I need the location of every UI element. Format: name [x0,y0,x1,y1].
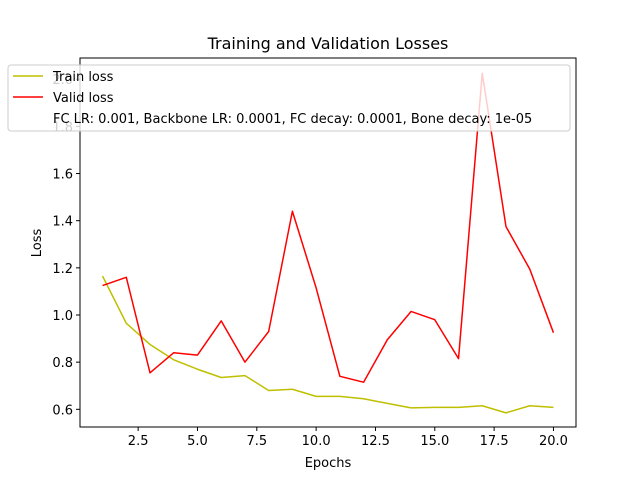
legend-note: FC LR: 0.001, Backbone LR: 0.0001, FC de… [53,112,532,127]
x-axis-label: Epochs [305,456,352,471]
x-tick-label: 15.0 [420,434,449,449]
chart-title: Training and Validation Losses [207,34,449,53]
plot-frame [79,57,577,428]
x-tick-label: 5.0 [187,434,208,449]
legend-label-train: Train loss [52,70,114,85]
y-tick-label: 1.2 [52,262,73,277]
y-tick-label: 1.6 [52,168,73,183]
y-tick-label: 0.8 [52,356,73,371]
x-tick-label: 10.0 [302,434,331,449]
x-tick-label: 2.5 [128,434,149,449]
x-tick-label: 20.0 [539,434,568,449]
legend-label-valid: Valid loss [53,91,114,106]
y-tick-label: 1.4 [52,215,73,230]
legend: Train loss Valid loss FC LR: 0.001, Back… [7,64,571,132]
y-tick-label: 0.6 [52,403,73,418]
legend-box [7,64,571,132]
series-line-train [101,275,554,414]
y-tick-label: 1.0 [52,309,73,324]
x-tick-label: 7.5 [246,434,267,449]
x-axis-ticks: 2.5 5.0 7.5 10.0 12.5 15.0 17.5 20.0 [128,427,568,449]
x-tick-label: 17.5 [480,434,509,449]
x-tick-label: 12.5 [361,434,390,449]
y-axis-label: Loss [30,229,45,258]
